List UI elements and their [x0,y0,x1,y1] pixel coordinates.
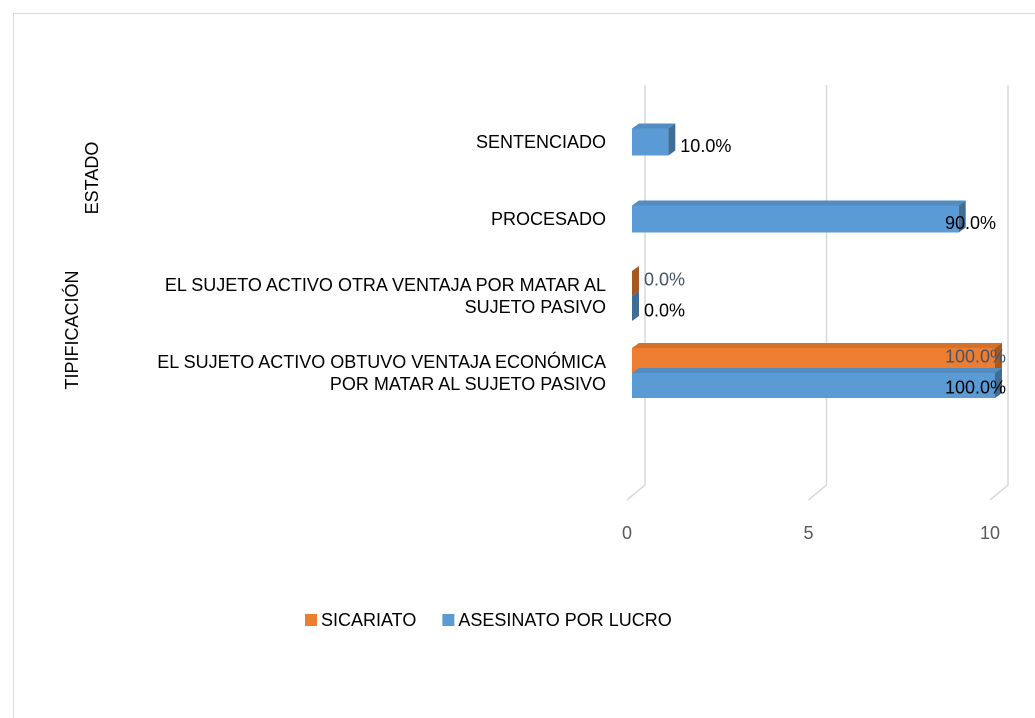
data-label: 100.0% [945,346,1006,366]
category-label: SENTENCIADO [475,132,606,152]
data-label: 90.0% [945,213,996,233]
bar [632,266,639,296]
bar-side [668,123,676,156]
legend-swatch [442,614,455,626]
x-tick-label: 10 [980,523,1000,543]
bar [632,368,1002,398]
bar-side [632,266,639,296]
bar-front [632,205,959,233]
x-tick-label: 0 [622,523,632,543]
category-label: EL SUJETO ACTIVO OBTUVO VENTAJA ECONÓMIC… [157,352,606,394]
x-tick-label: 5 [803,523,813,543]
bar-side [995,368,1002,398]
data-label: 100.0% [945,377,1006,397]
category-label: PROCESADO [490,209,606,229]
group-label: TIPIFICACIÓN [62,270,82,390]
bar-front [632,373,995,398]
bar [632,200,966,233]
bar-side [632,291,639,321]
legend-label: SICARIATO [321,610,416,630]
bar-top [632,200,966,206]
bar-side [958,200,966,233]
bar-top [632,123,676,129]
data-label: 10.0% [680,136,731,156]
data-label: 0.0% [644,269,685,289]
data-label: 0.0% [644,300,685,320]
legend-swatch [305,614,317,626]
bar-front [632,128,669,156]
group-label: ESTADO [82,141,102,215]
category-label: EL SUJETO ACTIVO OTRA VENTAJA POR MATAR … [164,275,606,317]
bar-side [995,343,1002,373]
bar-top [632,368,1002,373]
bar [632,123,676,156]
legend-label: ASESINATO POR LUCRO [458,610,671,630]
bar [632,291,639,321]
grid-line [989,85,1009,501]
bar-top [632,343,1002,348]
